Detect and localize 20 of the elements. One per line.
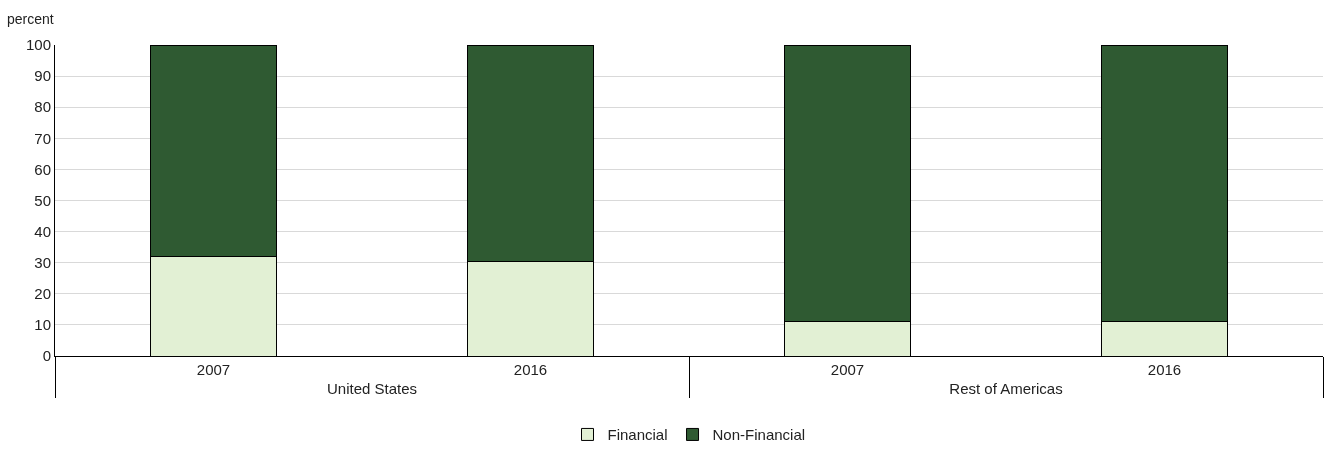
x-tick-label: 2016: [513, 361, 548, 378]
y-tick-label: 100: [25, 36, 51, 54]
y-tick-label: 50: [34, 191, 51, 209]
text: Rest of Americas: [949, 380, 1063, 397]
y-tick-label: 40: [34, 222, 51, 240]
legend-label: Financial: [607, 426, 668, 444]
y-tick-label: 10: [34, 316, 51, 334]
x-tick-label: 2007: [196, 361, 231, 378]
y-tick-label: 90: [34, 67, 51, 85]
text: United States: [326, 380, 418, 397]
y-tick-label: 0: [42, 347, 51, 365]
y-axis-title: percent: [7, 11, 54, 27]
y-tick-label: 20: [34, 285, 51, 303]
y-tick-label: 30: [34, 253, 51, 271]
y-tick-label: 70: [34, 129, 51, 147]
y-tick-label: 60: [34, 160, 51, 178]
y-tick-label: 80: [34, 98, 51, 116]
x-tick-label: 2007: [830, 361, 865, 378]
legend-label: Non-Financial: [712, 426, 806, 444]
x-tick-label: 2016: [1147, 361, 1182, 378]
